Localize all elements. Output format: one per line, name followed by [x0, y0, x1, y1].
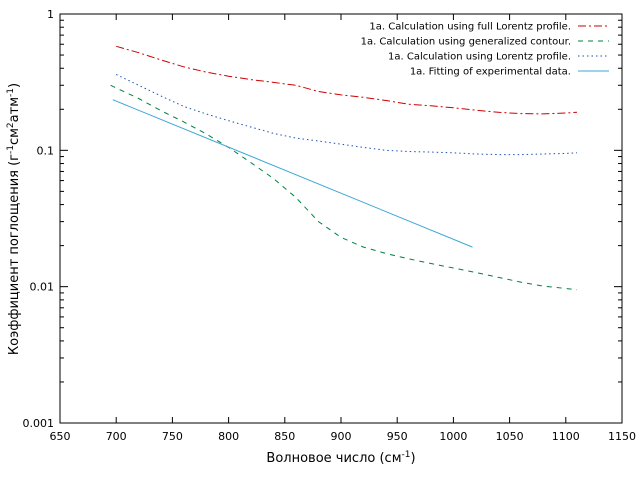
legend-label-3: 1a. Calculation using Lorentz profile.: [388, 52, 571, 63]
series-line-4: [112, 99, 473, 248]
series-line-3: [115, 74, 578, 156]
series-line-2: [110, 84, 578, 291]
y-tick-label: 1: [47, 8, 54, 21]
x-tick-label: 750: [162, 430, 183, 443]
x-axis-title: Волновое число (см-1): [266, 450, 415, 466]
series-layer: [110, 45, 578, 291]
series-line-1: [116, 45, 578, 115]
y-axis-ticks: 0.001 0.01 0.1 1: [23, 8, 622, 430]
y-axis-title: Коэффициент поглощения (г-1см2атм-1): [6, 83, 22, 355]
y-tick-label: 0.1: [37, 144, 55, 157]
legend-label-1: 1a. Calculation using full Lorentz profi…: [369, 22, 571, 33]
x-tick-label: 900: [331, 430, 352, 443]
plot-area: [59, 13, 623, 424]
x-axis-title-sup: -1: [402, 450, 411, 460]
x-axis-ticks: 650 700 750 800 850 900 950 1000 1050 1100 1150: [50, 14, 636, 443]
x-tick-label: 850: [274, 430, 295, 443]
y-tick-label: 0.01: [30, 281, 55, 294]
legend-label-2: 1a. Calculation using generalized contou…: [361, 37, 571, 48]
x-tick-label: 650: [50, 430, 71, 443]
y-tick-label: 0.001: [23, 417, 55, 430]
x-tick-label: 1150: [608, 430, 636, 443]
x-tick-label: 800: [218, 430, 239, 443]
x-tick-label: 700: [106, 430, 127, 443]
x-tick-label: 1050: [496, 430, 524, 443]
x-tick-label: 950: [387, 430, 408, 443]
legend: 1a. Calculation using full Lorentz profi…: [361, 22, 609, 78]
x-tick-label: 1000: [439, 430, 467, 443]
legend-label-4: 1a. Fitting of experimental data.: [410, 67, 571, 78]
x-tick-label: 1100: [552, 430, 580, 443]
